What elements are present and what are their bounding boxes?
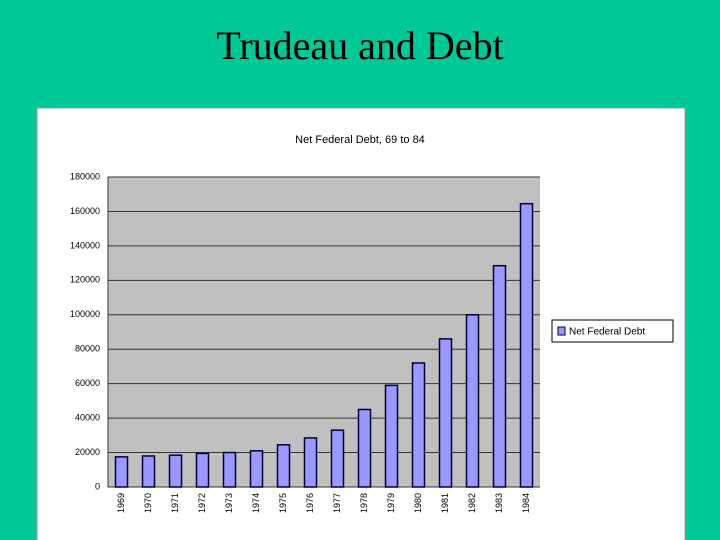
x-tick-label: 1971 <box>170 493 180 513</box>
bar <box>168 454 183 488</box>
bar <box>465 314 480 488</box>
x-tick-label: 1980 <box>413 493 423 513</box>
bar <box>357 408 372 488</box>
bar <box>276 444 291 488</box>
legend-box <box>551 319 674 343</box>
x-tick-label: 1978 <box>359 493 369 513</box>
legend-label: Net Federal Debt <box>569 327 645 338</box>
x-tick-label: 1970 <box>143 493 153 513</box>
y-tick-label: 140000 <box>70 240 100 250</box>
x-tick-label: 1976 <box>305 493 315 513</box>
bar <box>438 338 453 488</box>
y-tick-label: 40000 <box>75 412 100 422</box>
bar <box>330 429 345 488</box>
legend-swatch <box>557 326 566 336</box>
y-tick-label: 160000 <box>70 206 100 216</box>
x-tick-label: 1977 <box>332 493 342 513</box>
x-tick-label: 1974 <box>251 493 261 513</box>
bar <box>195 452 210 488</box>
x-tick-label: 1981 <box>440 493 450 513</box>
x-tick-label: 1975 <box>278 493 288 513</box>
bar <box>222 451 237 488</box>
y-tick-label: 120000 <box>70 275 100 285</box>
bar <box>519 202 534 488</box>
y-tick-label: 20000 <box>75 447 100 457</box>
y-tick-label: 100000 <box>70 309 100 319</box>
x-tick-label: 1983 <box>494 493 504 513</box>
x-tick-label: 1973 <box>224 493 234 513</box>
x-tick-label: 1969 <box>116 493 126 513</box>
y-tick-label: 60000 <box>75 378 100 388</box>
x-tick-label: 1982 <box>467 493 477 513</box>
bar <box>384 384 399 488</box>
y-tick-label: 80000 <box>75 344 100 354</box>
x-tick-label: 1972 <box>197 493 207 513</box>
bar <box>411 362 426 488</box>
y-tick-label: 180000 <box>70 171 100 181</box>
x-tick-label: 1984 <box>521 493 531 513</box>
bar <box>492 264 507 488</box>
chart-title: Net Federal Debt, 69 to 84 <box>295 134 425 146</box>
bar <box>303 437 318 488</box>
bar <box>114 456 129 488</box>
y-tick-label: 0 <box>95 481 100 491</box>
x-tick-label: 1979 <box>386 493 396 513</box>
slide-title: Trudeau and Debt <box>216 23 504 68</box>
bar <box>141 455 156 488</box>
bar <box>249 450 264 488</box>
